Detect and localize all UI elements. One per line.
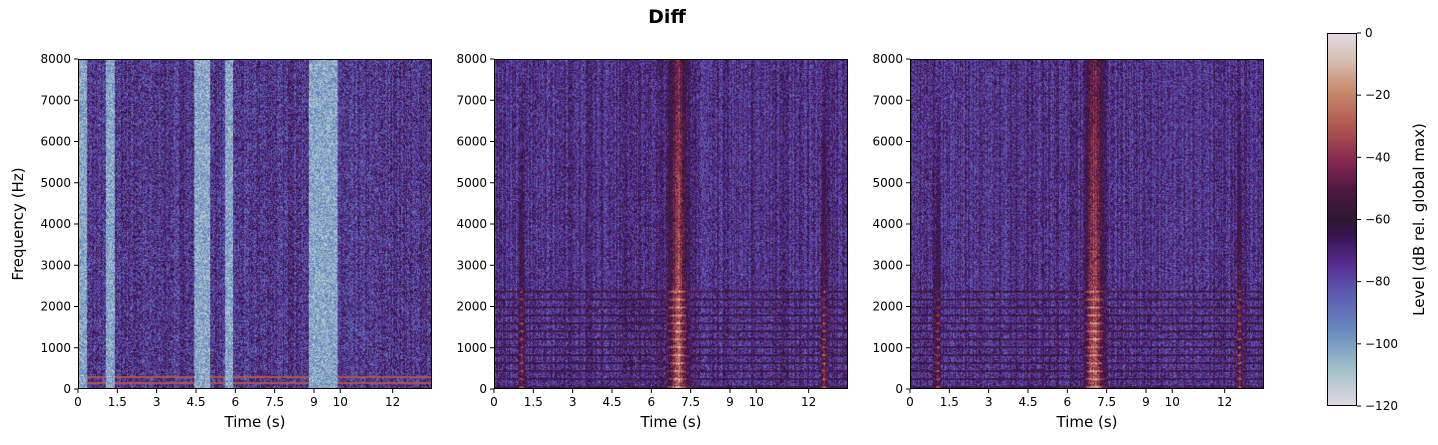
y-tick-label: 6000 <box>872 135 903 149</box>
x-tick-label: 3 <box>153 395 161 409</box>
y-tick-label: 4000 <box>872 217 903 231</box>
figure-title: Diff <box>648 6 686 28</box>
x-tick-label: 3 <box>569 395 577 409</box>
x-tick-label: 6 <box>648 395 656 409</box>
y-tick-label: 5000 <box>456 176 487 190</box>
x-tick-label: 3 <box>985 395 993 409</box>
x-tick-label: 1.5 <box>108 395 127 409</box>
x-tick-label: 4.5 <box>1018 395 1037 409</box>
colorbar-tick-label: −80 <box>1365 275 1390 289</box>
colorbar-tick-label: −40 <box>1365 150 1390 164</box>
colorbar-tick-label: −100 <box>1365 337 1398 351</box>
y-tick-label: 4000 <box>40 217 71 231</box>
x-tick-label: 9 <box>1142 395 1150 409</box>
y-tick-label: 8000 <box>456 52 487 66</box>
x-tick-label: 9 <box>310 395 318 409</box>
x-tick-label: 1.5 <box>524 395 543 409</box>
x-axis-label: Time (s) <box>1056 413 1118 431</box>
x-tick-label: 10 <box>1165 395 1180 409</box>
x-tick-label: 12 <box>385 395 400 409</box>
spectrogram-3 <box>910 59 1264 389</box>
y-tick-label: 6000 <box>40 135 71 149</box>
x-tick-label: 7.5 <box>265 395 284 409</box>
y-tick-label: 6000 <box>456 135 487 149</box>
y-tick-label: 7000 <box>456 93 487 107</box>
y-tick-label: 2000 <box>456 300 487 314</box>
x-tick-label: 10 <box>333 395 348 409</box>
spectrogram-1 <box>78 59 432 389</box>
y-tick-label: 8000 <box>872 52 903 66</box>
x-axis-label: Time (s) <box>224 413 286 431</box>
x-axis-label: Time (s) <box>640 413 702 431</box>
x-tick-label: 0 <box>74 395 82 409</box>
y-tick-label: 3000 <box>40 258 71 272</box>
x-tick-label: 12 <box>1217 395 1232 409</box>
x-tick-label: 0 <box>906 395 914 409</box>
x-tick-label: 10 <box>749 395 764 409</box>
y-tick-label: 2000 <box>872 300 903 314</box>
y-tick-label: 1000 <box>872 341 903 355</box>
y-axis-label: Frequency (Hz) <box>9 167 27 280</box>
colorbar <box>1327 33 1357 406</box>
colorbar-tick-label: −20 <box>1365 88 1390 102</box>
y-tick-label: 1000 <box>456 341 487 355</box>
spectrogram-2 <box>494 59 848 389</box>
y-tick-label: 3000 <box>872 258 903 272</box>
x-tick-label: 9 <box>726 395 734 409</box>
x-tick-label: 6 <box>1064 395 1072 409</box>
x-tick-label: 4.5 <box>186 395 205 409</box>
y-tick-label: 5000 <box>872 176 903 190</box>
colorbar-tick-label: −120 <box>1365 399 1398 413</box>
y-tick-label: 5000 <box>40 176 71 190</box>
colorbar-tick-label: 0 <box>1365 26 1373 40</box>
y-tick-label: 8000 <box>40 52 71 66</box>
x-tick-label: 12 <box>801 395 816 409</box>
y-tick-label: 1000 <box>40 341 71 355</box>
y-tick-label: 7000 <box>872 93 903 107</box>
x-tick-label: 0 <box>490 395 498 409</box>
y-tick-label: 2000 <box>40 300 71 314</box>
y-tick-label: 3000 <box>456 258 487 272</box>
x-tick-label: 1.5 <box>940 395 959 409</box>
x-tick-label: 7.5 <box>681 395 700 409</box>
x-tick-label: 4.5 <box>602 395 621 409</box>
colorbar-label: Level (dB rel. global max) <box>1410 123 1428 316</box>
colorbar-tick-label: −60 <box>1365 213 1390 227</box>
y-tick-label: 7000 <box>40 93 71 107</box>
y-tick-label: 0 <box>895 382 903 396</box>
y-tick-label: 4000 <box>456 217 487 231</box>
x-tick-label: 7.5 <box>1097 395 1116 409</box>
x-tick-label: 6 <box>232 395 240 409</box>
y-tick-label: 0 <box>63 382 71 396</box>
y-tick-label: 0 <box>479 382 487 396</box>
